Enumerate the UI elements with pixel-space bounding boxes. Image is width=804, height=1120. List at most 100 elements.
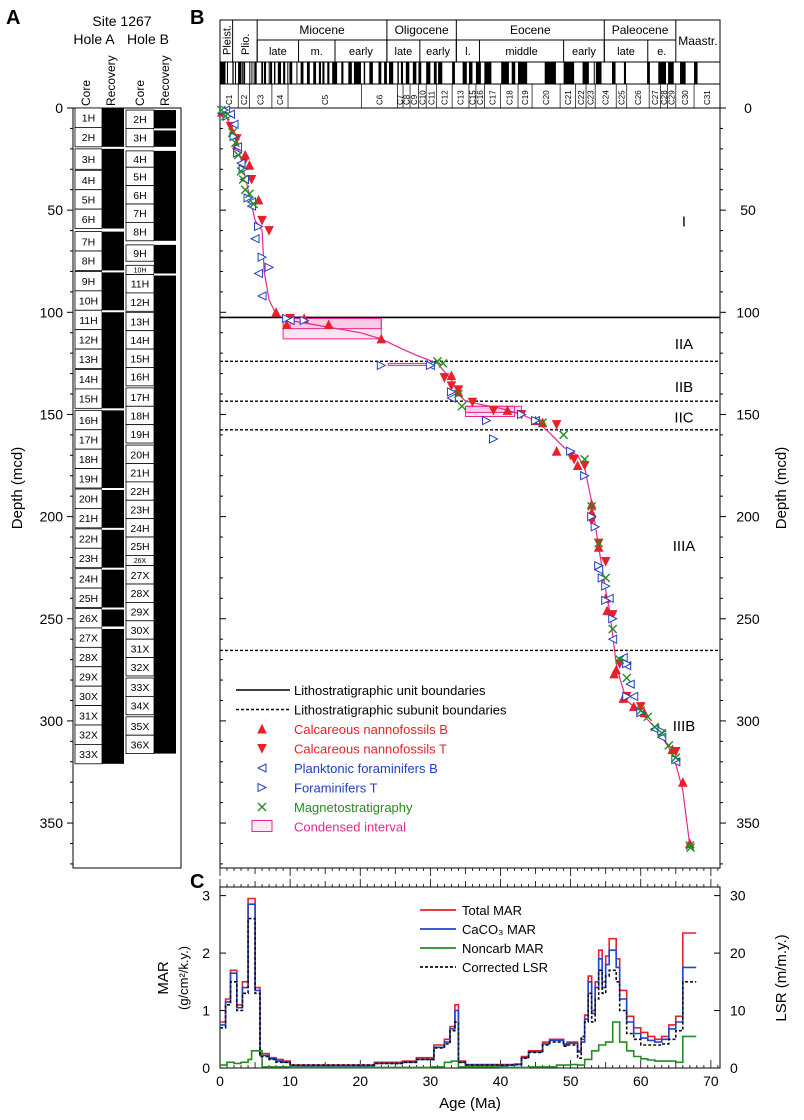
unit-label: IIB xyxy=(675,379,693,396)
datum-tri-down xyxy=(579,461,590,471)
core-label-b: 20H xyxy=(130,449,149,461)
datum-tri-down xyxy=(257,215,267,226)
core-label-a: 10H xyxy=(79,296,98,308)
subepoch-label: late xyxy=(617,46,635,58)
polarity-normal xyxy=(263,62,267,84)
subepoch-label: late xyxy=(269,46,287,58)
hole-b-recovery-label: Recovery xyxy=(158,55,172,106)
datum-x xyxy=(236,166,246,176)
recovery-gap-a xyxy=(102,527,124,530)
core-label-b: 2H xyxy=(133,114,146,126)
legend-label: Lithostratigraphic subunit boundaries xyxy=(294,703,507,718)
datum-tri-right xyxy=(622,691,632,702)
core-label-a: 29X xyxy=(79,671,98,683)
legend-key-box xyxy=(251,820,273,832)
polarity-normal xyxy=(658,62,667,84)
legend-label: Lithostratigraphic unit boundaries xyxy=(294,683,486,698)
recovery-gap-a xyxy=(102,270,124,273)
polarity-normal xyxy=(318,62,321,84)
mar-tick-label: 0 xyxy=(202,1060,210,1076)
condensed-interval xyxy=(387,362,431,366)
core-label-a: 7H xyxy=(82,236,95,248)
datum-tri-up xyxy=(244,160,255,170)
datum-tri-right xyxy=(257,252,268,262)
legend-c-label: CaCO₃ MAR xyxy=(462,922,536,937)
polarity-normal xyxy=(378,62,382,84)
datum-tri-down xyxy=(453,385,464,396)
depth-tick-label-right: 300 xyxy=(736,713,760,729)
polarity-normal xyxy=(348,62,352,84)
chron-label: C4 xyxy=(276,94,285,105)
core-label-b: 23H xyxy=(130,504,149,516)
datum-tri-right xyxy=(601,595,611,606)
legend-key-marker xyxy=(256,763,267,773)
datum-tri-right xyxy=(254,221,264,232)
core-label-a: 31X xyxy=(79,710,98,722)
recovery-gap-b xyxy=(154,128,176,131)
datum-tri-left xyxy=(253,268,264,279)
subepoch-label: early xyxy=(349,46,373,58)
datum-tri-right xyxy=(488,434,499,444)
polarity-normal xyxy=(253,62,255,84)
datum-x xyxy=(538,418,548,428)
chron-label: C16 xyxy=(476,90,485,105)
core-label-a: 27X xyxy=(79,633,98,645)
core-label-b: 21H xyxy=(130,468,149,480)
datum-tri-left xyxy=(628,691,639,702)
datum-tri-right xyxy=(481,415,492,426)
polarity-normal xyxy=(287,62,289,84)
core-label-b: 35X xyxy=(131,721,150,733)
core-label-b: 36X xyxy=(131,739,150,751)
polarity-normal xyxy=(468,62,473,84)
core-label-a: 13H xyxy=(79,354,98,366)
chron-label: C5 xyxy=(321,94,330,105)
epoch-label: Eocene xyxy=(510,23,551,37)
datum-tri-up xyxy=(323,319,334,330)
subepoch-label: early xyxy=(572,46,596,58)
polarity-normal xyxy=(300,62,304,84)
core-label-a: 8H xyxy=(82,256,95,268)
polarity-normal xyxy=(249,62,251,84)
core-label-a: 26X xyxy=(79,613,98,625)
depth-tick-label: 300 xyxy=(40,713,64,729)
chron-label: C24 xyxy=(602,90,611,105)
subepoch-label: e. xyxy=(657,46,666,58)
hole-b-title: Hole B xyxy=(127,31,169,47)
chron-label: C8 xyxy=(403,94,412,105)
datum-tri-down xyxy=(569,454,579,465)
polarity-normal xyxy=(353,62,361,84)
core-label-a: 18H xyxy=(79,454,98,466)
chron-label: C11 xyxy=(427,90,436,105)
datum-tri-down xyxy=(439,373,450,383)
datum-tri-right xyxy=(594,560,604,571)
core-label-b: 17H xyxy=(130,392,149,404)
core-label-a: 2H xyxy=(82,132,95,144)
polarity-normal xyxy=(313,62,317,84)
core-label-a: 14H xyxy=(79,374,98,386)
datum-tri-left xyxy=(228,119,239,130)
polarity-normal xyxy=(273,62,276,84)
datum-tri-right xyxy=(264,262,275,273)
datum-x xyxy=(220,111,230,121)
polarity-normal xyxy=(452,62,455,84)
age-axis-title: Age (Ma) xyxy=(439,1095,501,1112)
mar-tick-label: 1 xyxy=(202,1003,210,1019)
legend-key-marker xyxy=(257,723,267,734)
polarity-normal xyxy=(261,62,264,84)
mar-tick-label: 3 xyxy=(202,888,210,904)
recovery-gap-b xyxy=(154,240,176,245)
chron-label: C1 xyxy=(225,94,234,105)
datum-tri-down xyxy=(488,405,499,416)
recovery-bar-a xyxy=(102,108,124,764)
datum-tri-up xyxy=(609,668,619,679)
age-tick-label: 70 xyxy=(703,1073,719,1089)
polarity-normal xyxy=(405,62,410,84)
datum-x xyxy=(608,624,618,634)
chron-label: C26 xyxy=(634,90,643,105)
core-label-b: 16H xyxy=(130,372,149,384)
core-label-b: 30X xyxy=(131,625,150,637)
chron-label: C7 xyxy=(396,94,405,105)
datum-x xyxy=(664,740,674,750)
chron-label: C12 xyxy=(440,90,449,105)
datum-tri-right xyxy=(590,522,601,532)
